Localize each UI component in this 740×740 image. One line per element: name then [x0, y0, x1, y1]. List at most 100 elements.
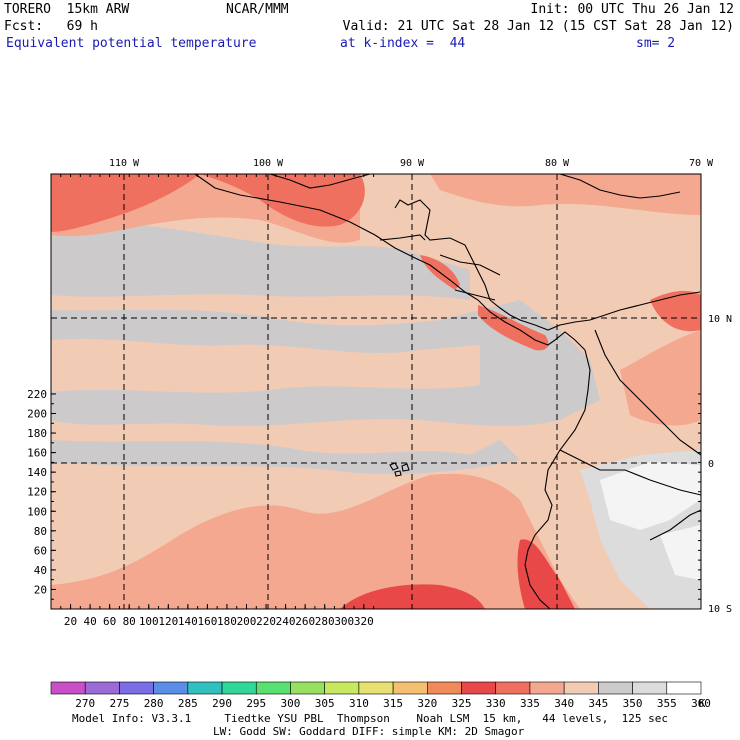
colorbar-label: 330 — [486, 697, 506, 710]
lon-label: 80 W — [545, 158, 570, 169]
colorbar-swatch — [187, 681, 223, 695]
coast-yucatan — [394, 199, 491, 301]
island-cuba — [559, 173, 681, 199]
valid-time: Valid: 21 UTC Sat 28 Jan 12 (15 CST Sat … — [342, 19, 734, 34]
colorbar-label: 335 — [520, 697, 540, 710]
colorbar-label: 310 — [349, 697, 369, 710]
left-tick-label: 100 — [27, 505, 47, 518]
left-tick-label: 20 — [34, 583, 47, 596]
colorbar-label: 305 — [315, 697, 335, 710]
colorbar-label: 345 — [588, 697, 608, 710]
left-tick-label: 140 — [27, 466, 47, 479]
colorbar-label: 325 — [452, 697, 472, 710]
lon-label: 100 W — [253, 158, 284, 169]
colorbar-swatch — [563, 681, 599, 695]
colorbar-unit: K — [699, 697, 706, 710]
colorbar-label: 295 — [246, 697, 266, 710]
lat-label: 10 N — [708, 314, 732, 325]
field-name: Equivalent potential temperature — [6, 36, 257, 51]
lon-label: 90 W — [400, 158, 425, 169]
model-info: Model Info: V3.3.1 Tiedtke YSU PBL Thomp… — [72, 712, 669, 725]
coastlines — [194, 173, 702, 610]
colorbar-swatch — [84, 681, 120, 695]
colorbar-swatch — [392, 681, 428, 695]
andes-white — [600, 462, 700, 530]
bottom-tick-label: 120 — [158, 615, 178, 628]
bottom-tick-label: 300 — [334, 615, 354, 628]
bottom-tick-label: 80 — [123, 615, 136, 628]
colorbar-label: 360 — [691, 697, 711, 710]
border-peru — [559, 449, 702, 496]
border-honduras — [439, 254, 501, 276]
colorbar-swatch — [221, 681, 257, 695]
hot-caribbean — [430, 174, 701, 215]
init-time: Init: 00 UTC Thu 26 Jan 12 — [530, 2, 735, 17]
bottom-tick-label: 220 — [256, 615, 276, 628]
bottom-tick-label: 280 — [315, 615, 335, 628]
hot-nw — [51, 174, 200, 232]
colorbar-label: 290 — [212, 697, 232, 710]
physics-info: LW: Godd SW: Goddard DIFF: simple KM: 2D… — [213, 725, 525, 738]
coast-mexico-gulf — [269, 173, 371, 189]
colorbar-label: 355 — [657, 697, 677, 710]
map-frame — [50, 173, 702, 610]
border-andes — [594, 329, 702, 456]
colorbar-label: 320 — [417, 697, 437, 710]
colorbar-label: 275 — [109, 697, 129, 710]
coast-mexico-pacific — [194, 173, 586, 351]
colorbar-swatch — [50, 681, 86, 695]
colorbar-label: 315 — [383, 697, 403, 710]
center-name: NCAR/MMM — [226, 2, 289, 17]
lon-label: 110 W — [109, 158, 140, 169]
colorbar: 270 275 280 285 290 295 300 305 310 315 320 325 330 3… — [50, 681, 711, 710]
colorbar-label: 285 — [178, 697, 198, 710]
colorbar-label: 270 — [75, 697, 95, 710]
coast-south-america — [524, 349, 591, 610]
colorbar-label: 300 — [281, 697, 301, 710]
colorbar-swatch — [153, 681, 189, 695]
border-nicaragua — [454, 289, 496, 301]
colorbar-label: 340 — [554, 697, 574, 710]
coast-caribbean-centam — [489, 291, 701, 331]
bottom-tick-label: 260 — [295, 615, 315, 628]
colorbar-label: 280 — [144, 697, 164, 710]
colorbar-label: 350 — [623, 697, 643, 710]
bottom-tick-label: 240 — [276, 615, 296, 628]
colorbar-swatch — [495, 681, 531, 695]
hot-south-2 — [517, 539, 575, 609]
colorbar-swatch — [255, 681, 291, 695]
left-tick-label: 60 — [34, 544, 47, 557]
bottom-tick-label: 320 — [354, 615, 374, 628]
bottom-tick-label: 200 — [237, 615, 257, 628]
colorbar-swatch — [427, 681, 462, 695]
grey-band-north — [51, 222, 470, 300]
colorbar-swatch — [598, 681, 633, 695]
colorbar-swatch — [666, 681, 702, 695]
model-name: TORERO 15km ARW — [4, 2, 130, 17]
left-tick-label: 80 — [34, 525, 47, 538]
left-tick-label: 120 — [27, 486, 47, 499]
bottom-tick-label: 180 — [217, 615, 237, 628]
border-guatemala — [379, 234, 426, 241]
lat-label: 0 — [708, 459, 714, 470]
warm-south — [51, 473, 580, 609]
colorbar-swatch — [461, 681, 497, 695]
colorbar-swatch — [632, 681, 668, 695]
lon-label: 70 W — [689, 158, 714, 169]
left-tick-label: 220 — [27, 388, 47, 401]
forecast-hour: Fcst: 69 h — [4, 19, 98, 34]
peach-band — [51, 338, 480, 393]
bottom-tick-label: 100 — [139, 615, 159, 628]
colorbar-swatch — [290, 681, 325, 695]
smoothing: sm= 2 — [636, 36, 676, 51]
colorbar-swatch — [119, 681, 154, 695]
andes-white-2 — [660, 525, 700, 580]
warm-east — [620, 330, 701, 426]
graticule — [51, 174, 701, 609]
colorbar-swatch — [324, 681, 360, 695]
left-tick-label: 40 — [34, 564, 47, 577]
colorbar-swatch — [529, 681, 565, 695]
level-index: at k-index = 44 — [340, 36, 466, 51]
lat-label: 10 S — [708, 604, 732, 615]
